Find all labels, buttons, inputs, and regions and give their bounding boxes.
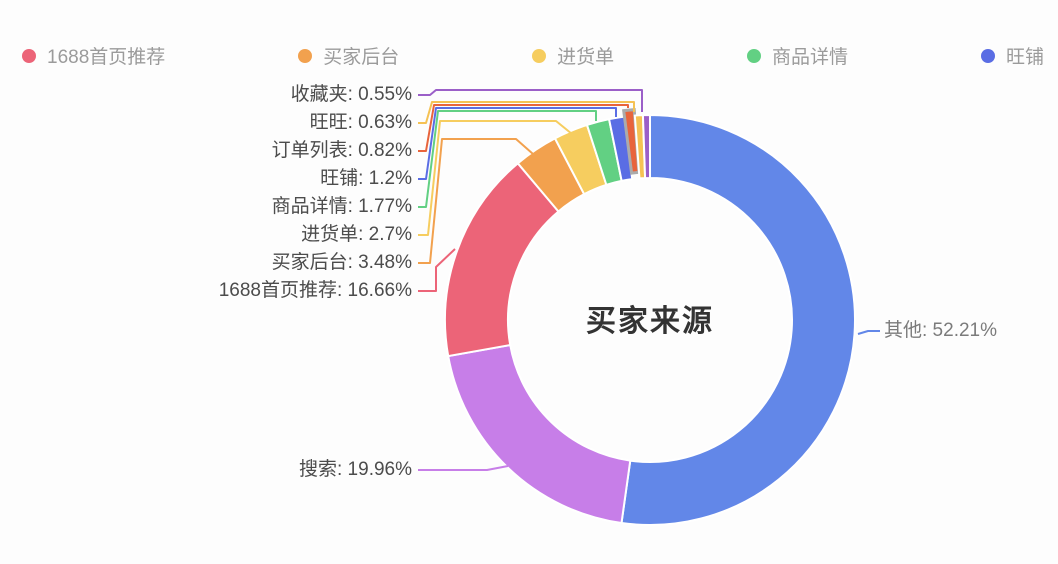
leader-line-1	[857, 330, 880, 335]
legend-item-5[interactable]: 旺铺	[980, 42, 1044, 69]
chart-center-title: 买家来源	[586, 305, 714, 338]
slice-label-6: 商品详情: 1.77%	[271, 196, 412, 217]
slice-label-4: 买家后台: 3.48%	[271, 252, 412, 273]
legend-label: 旺铺	[1005, 47, 1044, 68]
legend-label: 商品详情	[772, 47, 849, 68]
legend-item-2[interactable]: 买家后台	[298, 42, 399, 69]
pie-slice-2[interactable]	[447, 343, 632, 525]
leader-line-9	[418, 101, 635, 124]
pie-slice-10[interactable]	[641, 113, 651, 180]
pie-slices	[444, 107, 856, 526]
pie-slice-7[interactable]	[607, 115, 634, 183]
legend-label: 1688首页推荐	[47, 47, 166, 68]
slice-label-7: 旺铺: 1.2%	[320, 168, 412, 189]
legend-swatch-icon	[298, 48, 313, 63]
slice-label-1: 其他: 52.21%	[884, 320, 997, 341]
slice-label-5: 进货单: 2.7%	[301, 224, 412, 245]
leader-line-3	[418, 248, 456, 292]
legend-item-3[interactable]: 进货单	[532, 42, 614, 69]
slice-label-3: 1688首页推荐: 16.66%	[218, 280, 412, 301]
legend-swatch-icon	[747, 48, 762, 63]
legend-item-4[interactable]: 商品详情	[747, 42, 848, 69]
slice-label-8: 订单列表: 0.82%	[271, 140, 412, 161]
slice-label-9: 旺旺: 0.63%	[309, 112, 412, 133]
legend-swatch-icon	[22, 48, 36, 63]
leader-line-6	[418, 110, 597, 208]
pie-slice-1[interactable]	[620, 113, 856, 526]
label-leader-lines	[418, 89, 880, 471]
legend-label: 进货单	[557, 47, 615, 68]
leader-line-7	[418, 107, 617, 180]
slice-label-2: 搜索: 19.96%	[299, 459, 412, 480]
legend-item-1[interactable]: 1688首页推荐	[22, 42, 165, 69]
leader-line-10	[418, 89, 643, 112]
legend-label: 买家后台	[323, 47, 400, 68]
legend-swatch-icon	[980, 48, 995, 63]
leader-line-5	[418, 120, 573, 236]
leader-line-2	[418, 465, 509, 471]
slice-label-10: 收藏夹: 0.55%	[290, 84, 412, 105]
leader-line-4	[418, 138, 534, 264]
legend-swatch-icon	[532, 48, 547, 63]
chart-legend: 1688首页推荐 买家后台 进货单 商品详情 旺铺	[22, 42, 1044, 69]
leader-line-8	[418, 104, 629, 152]
